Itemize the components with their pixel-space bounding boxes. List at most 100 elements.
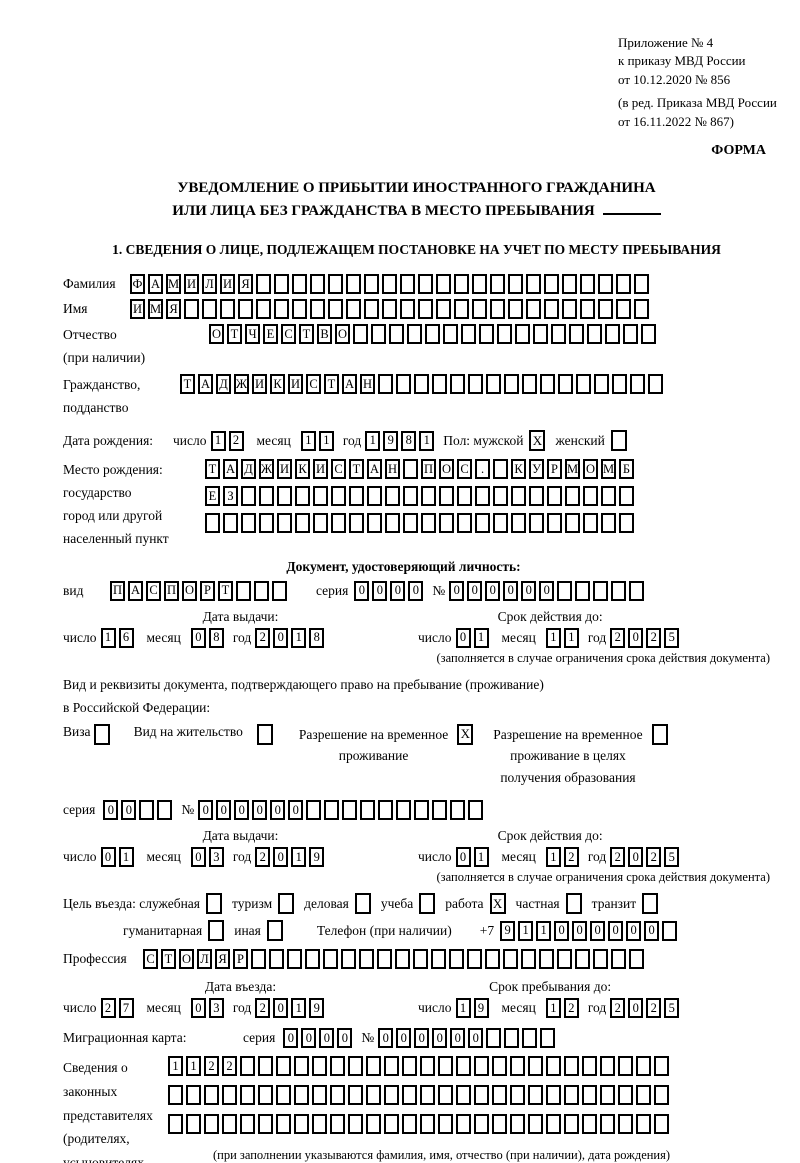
char-cell[interactable] [618, 1056, 633, 1077]
char-cell[interactable] [359, 949, 374, 970]
char-cell[interactable] [654, 1085, 669, 1106]
char-cell[interactable]: Д [216, 374, 231, 395]
char-cell[interactable] [346, 274, 361, 295]
char-cell[interactable] [450, 800, 466, 821]
char-cell[interactable] [330, 1056, 345, 1077]
char-cell[interactable]: 0 [273, 847, 289, 868]
char-cell[interactable] [384, 1114, 399, 1135]
char-cell[interactable] [402, 1114, 417, 1135]
char-cell[interactable] [623, 324, 638, 345]
char-cell[interactable] [346, 299, 361, 320]
purpose-tourism-checkbox[interactable] [278, 893, 295, 915]
purpose-other-checkbox[interactable] [266, 920, 283, 942]
char-cell[interactable] [186, 1114, 201, 1135]
char-cell[interactable] [565, 513, 580, 534]
char-cell[interactable] [475, 513, 490, 534]
char-cell[interactable]: 0 [450, 1028, 466, 1049]
char-cell[interactable] [582, 1114, 597, 1135]
char-cell[interactable]: 2 [646, 627, 662, 648]
char-cell[interactable] [526, 299, 541, 320]
char-cell[interactable] [546, 1114, 561, 1135]
char-cell[interactable]: 0 [554, 920, 570, 941]
char-cell[interactable] [276, 1085, 291, 1106]
char-cell[interactable]: Т [324, 374, 339, 395]
char-cell[interactable] [240, 1114, 255, 1135]
char-cell[interactable]: 2 [646, 847, 662, 868]
char-cell[interactable]: 0 [337, 1028, 353, 1049]
visa-checkbox[interactable] [93, 723, 110, 745]
char-cell[interactable]: А [148, 274, 163, 295]
char-cell[interactable]: Я [215, 949, 230, 970]
char-cell[interactable] [310, 299, 325, 320]
char-cell[interactable] [310, 274, 325, 295]
char-cell[interactable] [395, 949, 410, 970]
char-cell[interactable]: 2 [255, 627, 271, 648]
char-cell[interactable] [364, 299, 379, 320]
char-cell[interactable]: 0 [590, 920, 606, 941]
char-cell[interactable]: О [209, 324, 224, 345]
char-cell[interactable] [331, 486, 346, 507]
char-cell[interactable]: 0 [301, 1028, 317, 1049]
char-cell[interactable]: 5 [664, 998, 680, 1019]
char-cell[interactable] [475, 486, 490, 507]
char-cell[interactable] [414, 800, 430, 821]
char-cell[interactable] [636, 1085, 651, 1106]
char-cell[interactable] [461, 324, 476, 345]
char-cell[interactable]: А [342, 374, 357, 395]
char-cell[interactable]: Ф [130, 274, 145, 295]
char-cell[interactable] [274, 299, 289, 320]
char-cell[interactable] [504, 1028, 520, 1049]
char-cell[interactable]: Р [547, 459, 562, 480]
char-cell[interactable] [241, 486, 256, 507]
char-cell[interactable]: 0 [100, 847, 116, 868]
char-cell[interactable] [564, 1114, 579, 1135]
char-cell[interactable]: Т [180, 374, 195, 395]
char-cell[interactable]: 2 [222, 1056, 237, 1077]
char-cell[interactable] [277, 486, 292, 507]
purpose-private-checkbox[interactable] [565, 893, 582, 915]
char-cell[interactable]: 9 [309, 998, 325, 1019]
char-cell[interactable]: 1 [545, 627, 561, 648]
char-cell[interactable] [511, 486, 526, 507]
char-cell[interactable] [539, 949, 554, 970]
char-cell[interactable] [402, 1085, 417, 1106]
char-cell[interactable]: А [223, 459, 238, 480]
char-cell[interactable]: 2 [646, 998, 662, 1019]
char-cell[interactable] [342, 800, 358, 821]
char-cell[interactable] [258, 1056, 273, 1077]
purpose-official-checkbox[interactable] [206, 893, 222, 915]
char-cell[interactable]: 0 [628, 847, 644, 868]
char-cell[interactable] [474, 1085, 489, 1106]
char-cell[interactable] [662, 920, 678, 941]
char-cell[interactable] [564, 1056, 579, 1077]
char-cell[interactable]: 0 [408, 580, 424, 601]
char-cell[interactable] [619, 513, 634, 534]
char-cell[interactable]: С [306, 374, 321, 395]
char-cell[interactable] [384, 1085, 399, 1106]
char-cell[interactable] [629, 949, 644, 970]
char-cell[interactable]: И [288, 374, 303, 395]
char-cell[interactable] [443, 324, 458, 345]
char-cell[interactable]: 0 [198, 800, 214, 821]
char-cell[interactable] [385, 486, 400, 507]
char-cell[interactable] [467, 949, 482, 970]
char-cell[interactable] [312, 1114, 327, 1135]
char-cell[interactable] [396, 800, 412, 821]
char-cell[interactable] [313, 513, 328, 534]
char-cell[interactable] [330, 1114, 345, 1135]
char-cell[interactable]: И [184, 274, 199, 295]
char-cell[interactable]: 8 [401, 430, 417, 451]
char-cell[interactable] [456, 1085, 471, 1106]
char-cell[interactable]: 9 [473, 998, 489, 1019]
char-cell[interactable]: Е [205, 486, 220, 507]
char-cell[interactable] [312, 1056, 327, 1077]
char-cell[interactable] [295, 486, 310, 507]
char-cell[interactable]: 1 [168, 1056, 183, 1077]
char-cell[interactable] [205, 513, 220, 534]
char-cell[interactable]: Т [227, 324, 242, 345]
char-cell[interactable] [366, 1085, 381, 1106]
char-cell[interactable] [490, 274, 505, 295]
char-cell[interactable] [468, 800, 484, 821]
char-cell[interactable] [630, 374, 645, 395]
char-cell[interactable] [312, 1085, 327, 1106]
